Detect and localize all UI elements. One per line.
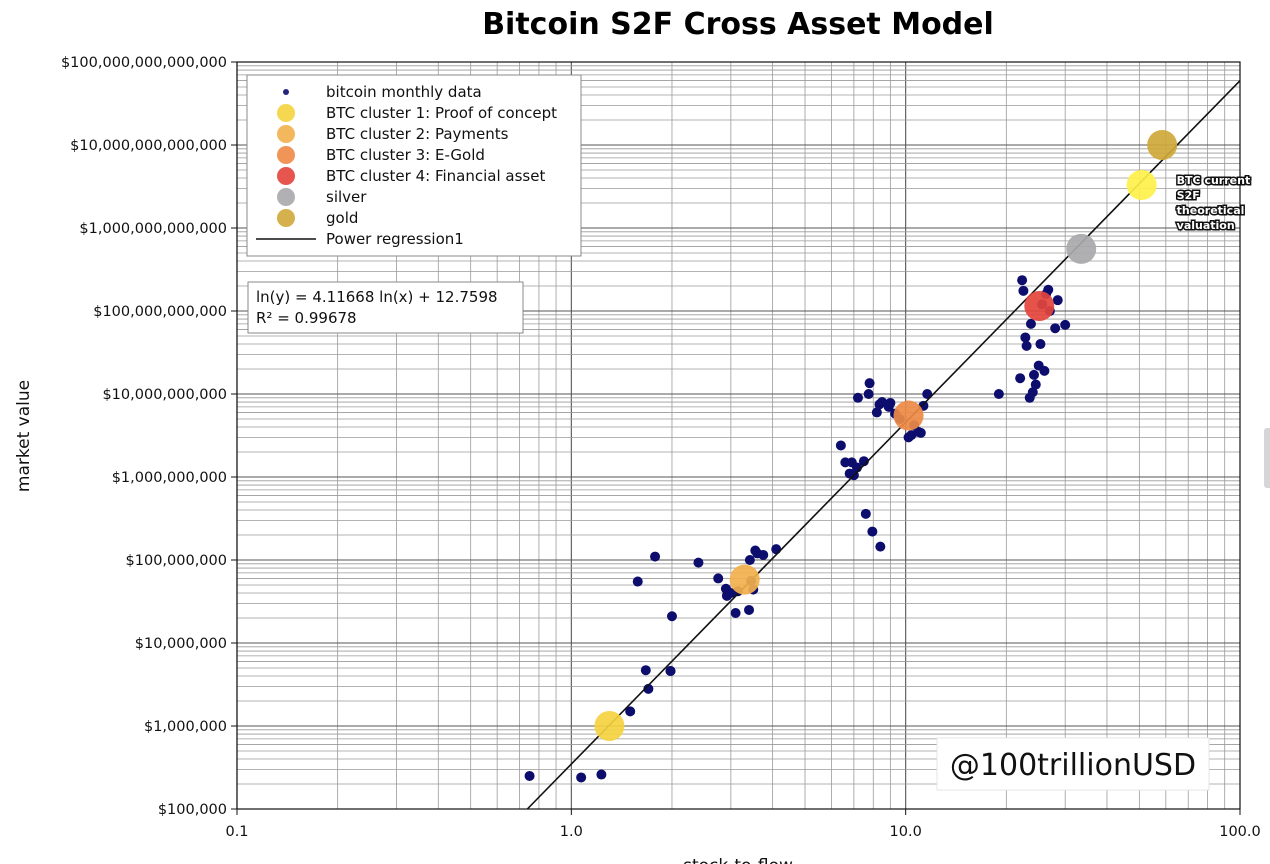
bitcoin-monthly-point (861, 509, 871, 519)
chart-canvas: Bitcoin S2F Cross Asset Model $100,000$1… (0, 0, 1270, 864)
bitcoin-monthly-point (771, 544, 781, 554)
legend-marker-swatch (277, 125, 295, 143)
legend-marker-swatch (277, 188, 295, 206)
bitcoin-monthly-point (916, 428, 926, 438)
bitcoin-monthly-point (1050, 323, 1060, 333)
y-tick-label: $10,000,000 (135, 636, 227, 652)
bitcoin-monthly-point (853, 393, 863, 403)
bitcoin-monthly-point (576, 772, 586, 782)
x-tick-label: 100.0 (1219, 824, 1261, 840)
bitcoin-monthly-point (666, 666, 676, 676)
silver-marker (1066, 234, 1096, 264)
bitcoin-monthly-point (875, 542, 885, 552)
bitcoin-monthly-point (525, 771, 535, 781)
y-tick-label: $1,000,000,000,000 (79, 221, 227, 237)
bitcoin-monthly-point (641, 665, 651, 675)
bitcoin-monthly-point (745, 555, 755, 565)
bitcoin-monthly-point (731, 608, 741, 618)
scrollbar-handle[interactable] (1264, 428, 1270, 488)
y-tick-label: $100,000,000,000,000 (61, 55, 227, 71)
bitcoin-monthly-point (693, 558, 703, 568)
btc-current-valuation-marker (1127, 170, 1157, 200)
legend-marker-swatch (277, 146, 295, 164)
y-axis-label: market value (14, 380, 34, 492)
legend-label: silver (326, 188, 367, 206)
bitcoin-monthly-point (1053, 295, 1063, 305)
cluster-1-marker (594, 711, 624, 741)
annotation-line: S2F (1177, 189, 1200, 202)
legend-label: bitcoin monthly data (326, 83, 482, 101)
data-series (525, 275, 1071, 782)
x-axis-ticks: 0.1 1.0 10.0 100.0 (225, 809, 1260, 840)
gold-marker (1147, 130, 1177, 160)
y-tick-label: $1,000,000 (144, 719, 227, 735)
bitcoin-monthly-point (885, 398, 895, 408)
legend-label: gold (326, 209, 358, 227)
watermark: @100trillionUSD (937, 738, 1209, 790)
annotation-line: BTC current (1177, 174, 1251, 187)
bitcoin-monthly-point (1017, 275, 1027, 285)
legend-label: Power regression1 (326, 230, 464, 248)
y-tick-label: $10,000,000,000 (102, 387, 227, 403)
y-tick-label: $100,000 (158, 802, 227, 818)
annotation-line: valuation (1177, 219, 1235, 232)
legend-label: BTC cluster 1: Proof of concept (326, 104, 557, 122)
x-tick-label: 1.0 (560, 824, 583, 840)
bitcoin-monthly-point (713, 573, 723, 583)
cluster-4-marker (1024, 291, 1054, 321)
y-tick-label: $1,000,000,000 (112, 470, 227, 486)
bitcoin-monthly-point (596, 770, 606, 780)
y-tick-label: $10,000,000,000,000 (70, 138, 227, 154)
legend-label: BTC cluster 2: Payments (326, 125, 509, 143)
legend: bitcoin monthly data BTC cluster 1: Proof… (247, 75, 581, 256)
bitcoin-monthly-point (1015, 373, 1025, 383)
y-tick-label: $100,000,000 (126, 553, 227, 569)
x-tick-label: 10.0 (890, 824, 922, 840)
bitcoin-monthly-point (633, 577, 643, 587)
equation-line: ln(y) = 4.11668 ln(x) + 12.7598 (256, 288, 498, 306)
equation-box: ln(y) = 4.11668 ln(x) + 12.7598 R² = 0.9… (248, 282, 523, 333)
legend-label: BTC cluster 4: Financial asset (326, 167, 545, 185)
y-tick-label: $100,000,000,000 (93, 304, 227, 320)
bitcoin-monthly-point (1031, 380, 1041, 390)
y-axis-ticks: $100,000 $1,000,000 $10,000,000 $100,000,00… (61, 55, 237, 818)
legend-box (247, 75, 581, 256)
bitcoin-monthly-point (650, 552, 660, 562)
bitcoin-monthly-point (1035, 339, 1045, 349)
bitcoin-monthly-point (744, 605, 754, 615)
cluster-2-marker (730, 565, 760, 595)
bitcoin-monthly-point (1022, 341, 1032, 351)
legend-marker-swatch (277, 209, 295, 227)
legend-marker-swatch (277, 104, 295, 122)
bitcoin-monthly-point (1029, 370, 1039, 380)
bitcoin-monthly-point (1018, 286, 1028, 296)
r-squared-line: R² = 0.99678 (256, 309, 357, 327)
bitcoin-monthly-point (1039, 366, 1049, 376)
bitcoin-monthly-point (1026, 319, 1036, 329)
legend-marker-swatch (283, 89, 289, 95)
legend-marker-swatch (277, 167, 295, 185)
bitcoin-monthly-point (836, 440, 846, 450)
annotation-line: theoretical (1177, 204, 1245, 217)
cluster-3-marker (894, 401, 924, 431)
cluster-markers (594, 130, 1177, 741)
bitcoin-monthly-point (1060, 320, 1070, 330)
x-axis-label: stock-to-flow (683, 856, 793, 864)
bitcoin-monthly-point (864, 389, 874, 399)
bitcoin-monthly-point (865, 378, 875, 388)
bitcoin-monthly-point (667, 611, 677, 621)
chart-title: Bitcoin S2F Cross Asset Model (482, 7, 994, 42)
legend-label: BTC cluster 3: E-Gold (326, 146, 485, 164)
x-tick-label: 0.1 (225, 824, 248, 840)
bitcoin-monthly-point (1020, 332, 1030, 342)
bitcoin-monthly-point (994, 389, 1004, 399)
bitcoin-monthly-point (867, 527, 877, 537)
watermark-text: @100trillionUSD (950, 748, 1196, 783)
bitcoin-monthly-point (758, 550, 768, 560)
